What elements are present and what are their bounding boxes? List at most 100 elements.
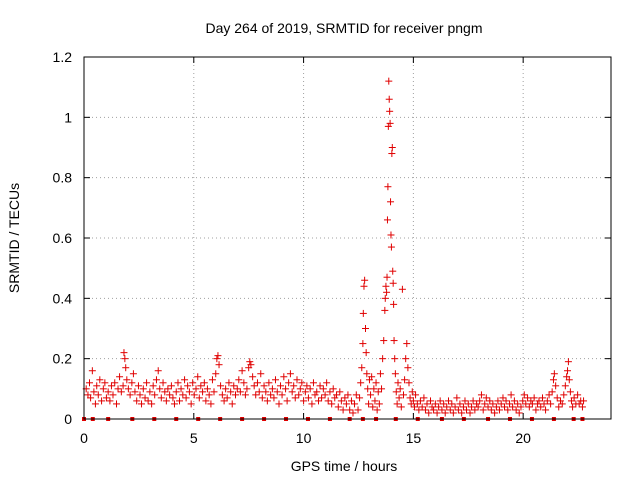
data-point bbox=[288, 388, 296, 396]
data-point bbox=[334, 403, 342, 411]
data-point bbox=[311, 391, 319, 399]
data-point bbox=[454, 406, 462, 414]
data-point bbox=[448, 400, 456, 408]
data-point bbox=[286, 370, 294, 378]
data-point bbox=[558, 400, 566, 408]
data-point bbox=[88, 367, 96, 375]
data-point bbox=[425, 409, 433, 417]
data-point bbox=[194, 373, 202, 381]
data-point bbox=[295, 391, 303, 399]
data-point bbox=[451, 403, 459, 411]
data-point bbox=[185, 388, 193, 396]
data-point bbox=[263, 397, 271, 405]
data-point bbox=[549, 376, 557, 384]
data-point bbox=[151, 391, 159, 399]
data-point bbox=[169, 394, 177, 402]
data-point bbox=[389, 279, 397, 287]
data-point bbox=[449, 409, 457, 417]
data-points bbox=[82, 77, 588, 417]
data-point bbox=[390, 300, 398, 308]
data-point bbox=[561, 382, 569, 390]
data-point bbox=[461, 397, 469, 405]
data-point bbox=[182, 394, 190, 402]
data-point bbox=[408, 388, 416, 396]
data-point bbox=[324, 397, 332, 405]
data-point bbox=[318, 394, 326, 402]
data-point bbox=[277, 382, 285, 390]
data-point bbox=[120, 349, 128, 357]
data-point bbox=[156, 385, 164, 393]
data-point bbox=[502, 397, 510, 405]
data-point bbox=[482, 394, 490, 402]
data-point bbox=[456, 400, 464, 408]
data-point bbox=[543, 397, 551, 405]
data-point bbox=[390, 337, 398, 345]
data-point bbox=[298, 379, 306, 387]
data-point bbox=[359, 340, 367, 348]
data-point bbox=[373, 406, 381, 414]
data-point bbox=[336, 388, 344, 396]
data-point bbox=[148, 400, 156, 408]
data-point bbox=[406, 394, 414, 402]
data-point bbox=[176, 397, 184, 405]
data-point bbox=[300, 397, 308, 405]
data-point bbox=[378, 385, 386, 393]
data-point bbox=[468, 403, 476, 411]
data-point bbox=[413, 400, 421, 408]
data-point bbox=[328, 400, 336, 408]
data-point bbox=[564, 358, 572, 366]
data-point bbox=[301, 388, 309, 396]
data-point bbox=[346, 406, 354, 414]
data-point bbox=[326, 388, 334, 396]
data-point bbox=[159, 379, 167, 387]
data-point bbox=[296, 385, 304, 393]
data-point bbox=[177, 385, 185, 393]
data-point bbox=[383, 216, 391, 224]
data-point bbox=[379, 355, 387, 363]
data-point bbox=[122, 364, 130, 372]
data-point bbox=[540, 400, 548, 408]
x-tick-label: 20 bbox=[515, 430, 531, 446]
data-point bbox=[466, 409, 474, 417]
data-point bbox=[236, 388, 244, 396]
data-point bbox=[124, 385, 132, 393]
data-point bbox=[401, 376, 409, 384]
data-point bbox=[421, 406, 429, 414]
data-point bbox=[564, 367, 572, 375]
data-point bbox=[192, 385, 200, 393]
data-point bbox=[383, 273, 391, 281]
data-point bbox=[309, 379, 317, 387]
data-point bbox=[575, 400, 583, 408]
data-point bbox=[381, 306, 389, 314]
data-point bbox=[215, 361, 223, 369]
data-point bbox=[361, 276, 369, 284]
data-point bbox=[293, 376, 301, 384]
data-point bbox=[387, 231, 395, 239]
data-point bbox=[381, 294, 389, 302]
data-point bbox=[316, 382, 324, 390]
data-point bbox=[453, 394, 461, 402]
data-point bbox=[197, 382, 205, 390]
data-point bbox=[267, 391, 275, 399]
data-point bbox=[565, 376, 573, 384]
data-point bbox=[131, 388, 139, 396]
data-point bbox=[139, 385, 147, 393]
data-point bbox=[291, 394, 299, 402]
data-point bbox=[228, 400, 236, 408]
data-point bbox=[495, 406, 503, 414]
data-point bbox=[370, 385, 378, 393]
data-point bbox=[392, 388, 400, 396]
data-point bbox=[119, 382, 127, 390]
data-point bbox=[415, 406, 423, 414]
data-point bbox=[519, 397, 527, 405]
data-point bbox=[477, 391, 485, 399]
data-point bbox=[386, 119, 394, 127]
data-point bbox=[469, 397, 477, 405]
data-point bbox=[537, 403, 545, 411]
data-point bbox=[375, 400, 383, 408]
data-point bbox=[487, 406, 495, 414]
data-point bbox=[569, 403, 577, 411]
y-tick-label: 1 bbox=[64, 109, 72, 125]
data-point bbox=[347, 397, 355, 405]
